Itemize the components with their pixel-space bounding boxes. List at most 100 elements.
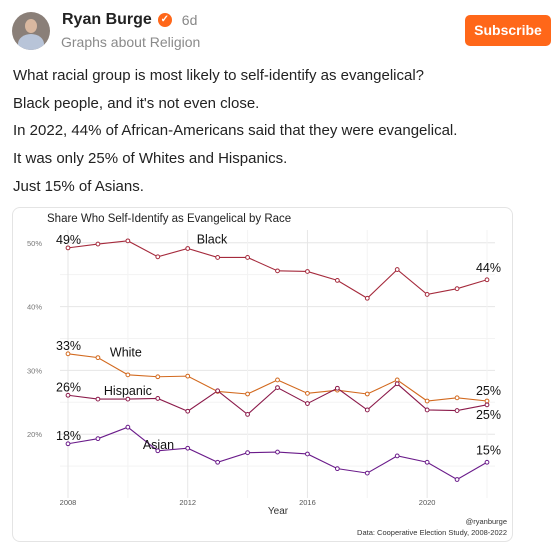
data-point-asian — [125, 424, 131, 430]
y-tick-label: 20% — [27, 430, 42, 439]
data-point-white — [305, 390, 310, 396]
author-row: Ryan Burge ✓ 6d — [62, 11, 197, 29]
data-point-hispanic — [424, 407, 430, 413]
chart-source: Data: Cooperative Election Study, 2008-2… — [357, 528, 507, 537]
data-point-black — [95, 241, 101, 247]
data-point-white — [95, 355, 101, 361]
data-point-white — [65, 351, 71, 357]
data-point-black — [125, 238, 131, 244]
data-point-asian — [454, 477, 460, 482]
data-point-white — [155, 374, 161, 380]
series-name-label-white: White — [110, 346, 142, 360]
data-point-white — [484, 398, 490, 404]
data-point-asian — [334, 466, 340, 472]
data-point-hispanic — [155, 396, 161, 401]
post-time: 6d — [181, 12, 198, 28]
evangelical-by-race-chart: Share Who Self-Identify as Evangelical b… — [27, 213, 507, 537]
series-name-label-asian: Asian — [143, 438, 174, 452]
paragraph-1: What racial group is most likely to self… — [13, 67, 425, 84]
data-point-hispanic — [364, 407, 370, 413]
data-point-asian — [305, 451, 310, 457]
data-point-hispanic — [334, 385, 340, 391]
series-end-label-white: 25% — [476, 384, 501, 398]
data-point-white — [394, 377, 400, 383]
data-point-hispanic — [305, 401, 310, 406]
paragraph-4: It was only 25% of Whites and Hispanics. — [13, 150, 288, 167]
y-tick-label: 40% — [27, 303, 42, 312]
data-point-asian — [245, 450, 250, 456]
data-point-asian — [215, 459, 221, 465]
data-point-asian — [484, 459, 490, 465]
data-point-white — [424, 398, 430, 404]
chart-image[interactable]: Share Who Self-Identify as Evangelical b… — [12, 207, 513, 542]
chart-series-lines — [67, 240, 488, 481]
data-point-asian — [424, 459, 430, 465]
data-point-black — [454, 286, 460, 292]
data-point-hispanic — [95, 396, 101, 402]
data-point-black — [364, 295, 370, 301]
data-point-white — [185, 373, 191, 379]
paragraph-3: In 2022, 44% of African-Americans said t… — [13, 122, 458, 139]
subscribe-button[interactable]: Subscribe — [465, 15, 551, 46]
data-point-hispanic — [185, 408, 191, 414]
data-point-black — [215, 255, 221, 260]
data-point-black — [484, 277, 490, 283]
x-axis-label: Year — [268, 506, 289, 517]
data-point-asian — [364, 470, 370, 476]
data-point-hispanic — [125, 396, 131, 402]
author-name[interactable]: Ryan Burge — [62, 11, 152, 28]
series-start-label-hispanic: 26% — [56, 380, 81, 394]
data-point-asian — [155, 448, 161, 454]
data-point-white — [454, 395, 460, 401]
data-point-hispanic — [245, 412, 250, 417]
avatar-body — [18, 34, 44, 50]
data-point-asian — [95, 436, 101, 442]
series-end-label-hispanic: 25% — [476, 408, 501, 422]
series-start-label-black: 49% — [56, 233, 81, 247]
publication-name[interactable]: Graphs about Religion — [61, 34, 201, 50]
data-point-black — [275, 268, 280, 274]
x-tick-label: 2008 — [60, 498, 77, 507]
y-tick-label: 30% — [27, 366, 42, 375]
x-tick-label: 2012 — [179, 498, 196, 507]
data-point-black — [245, 255, 250, 260]
series-name-label-hispanic: Hispanic — [104, 384, 152, 398]
series-end-label-asian: 15% — [476, 443, 501, 457]
data-point-white — [125, 372, 131, 378]
data-point-black — [65, 245, 71, 251]
series-start-label-asian: 18% — [56, 429, 81, 443]
chart-grid: 20% 30% 40% 50% 2008 2012 2016 2020 — [27, 230, 495, 507]
data-point-white — [364, 391, 370, 397]
series-start-label-white: 33% — [56, 339, 81, 353]
x-tick-label: 2016 — [299, 498, 316, 507]
data-point-black — [185, 246, 191, 251]
series-end-label-black: 44% — [476, 261, 501, 275]
data-point-black — [394, 267, 400, 272]
paragraph-2: Black people, and it's not even close. — [13, 95, 260, 112]
data-point-asian — [185, 445, 191, 451]
data-point-asian — [275, 449, 280, 455]
data-point-hispanic — [215, 388, 221, 394]
series-name-label-black: Black — [197, 233, 228, 247]
data-point-black — [155, 254, 161, 260]
data-point-hispanic — [275, 385, 280, 391]
data-point-hispanic — [454, 408, 460, 413]
author-avatar[interactable] — [12, 12, 50, 50]
data-point-black — [424, 292, 430, 297]
data-point-hispanic — [394, 381, 400, 387]
chart-points — [65, 238, 490, 482]
data-point-black — [334, 278, 340, 283]
data-point-asian — [394, 453, 400, 459]
data-point-black — [305, 269, 310, 274]
data-point-white — [275, 377, 280, 383]
verified-check-icon: ✓ — [157, 13, 172, 27]
data-point-asian — [65, 441, 71, 447]
data-point-white — [245, 391, 250, 397]
data-point-hispanic — [65, 392, 71, 398]
chart-credit: @ryanburge — [466, 517, 507, 526]
chart-labels: 49% 44% Black 33% 25% White 26% 25% Hispanic 18% 1… — [56, 233, 501, 458]
x-tick-label: 2020 — [419, 498, 436, 507]
avatar-head — [25, 19, 37, 33]
chart-title: Share Who Self-Identify as Evangelical b… — [47, 213, 291, 225]
y-tick-label: 50% — [27, 239, 42, 248]
